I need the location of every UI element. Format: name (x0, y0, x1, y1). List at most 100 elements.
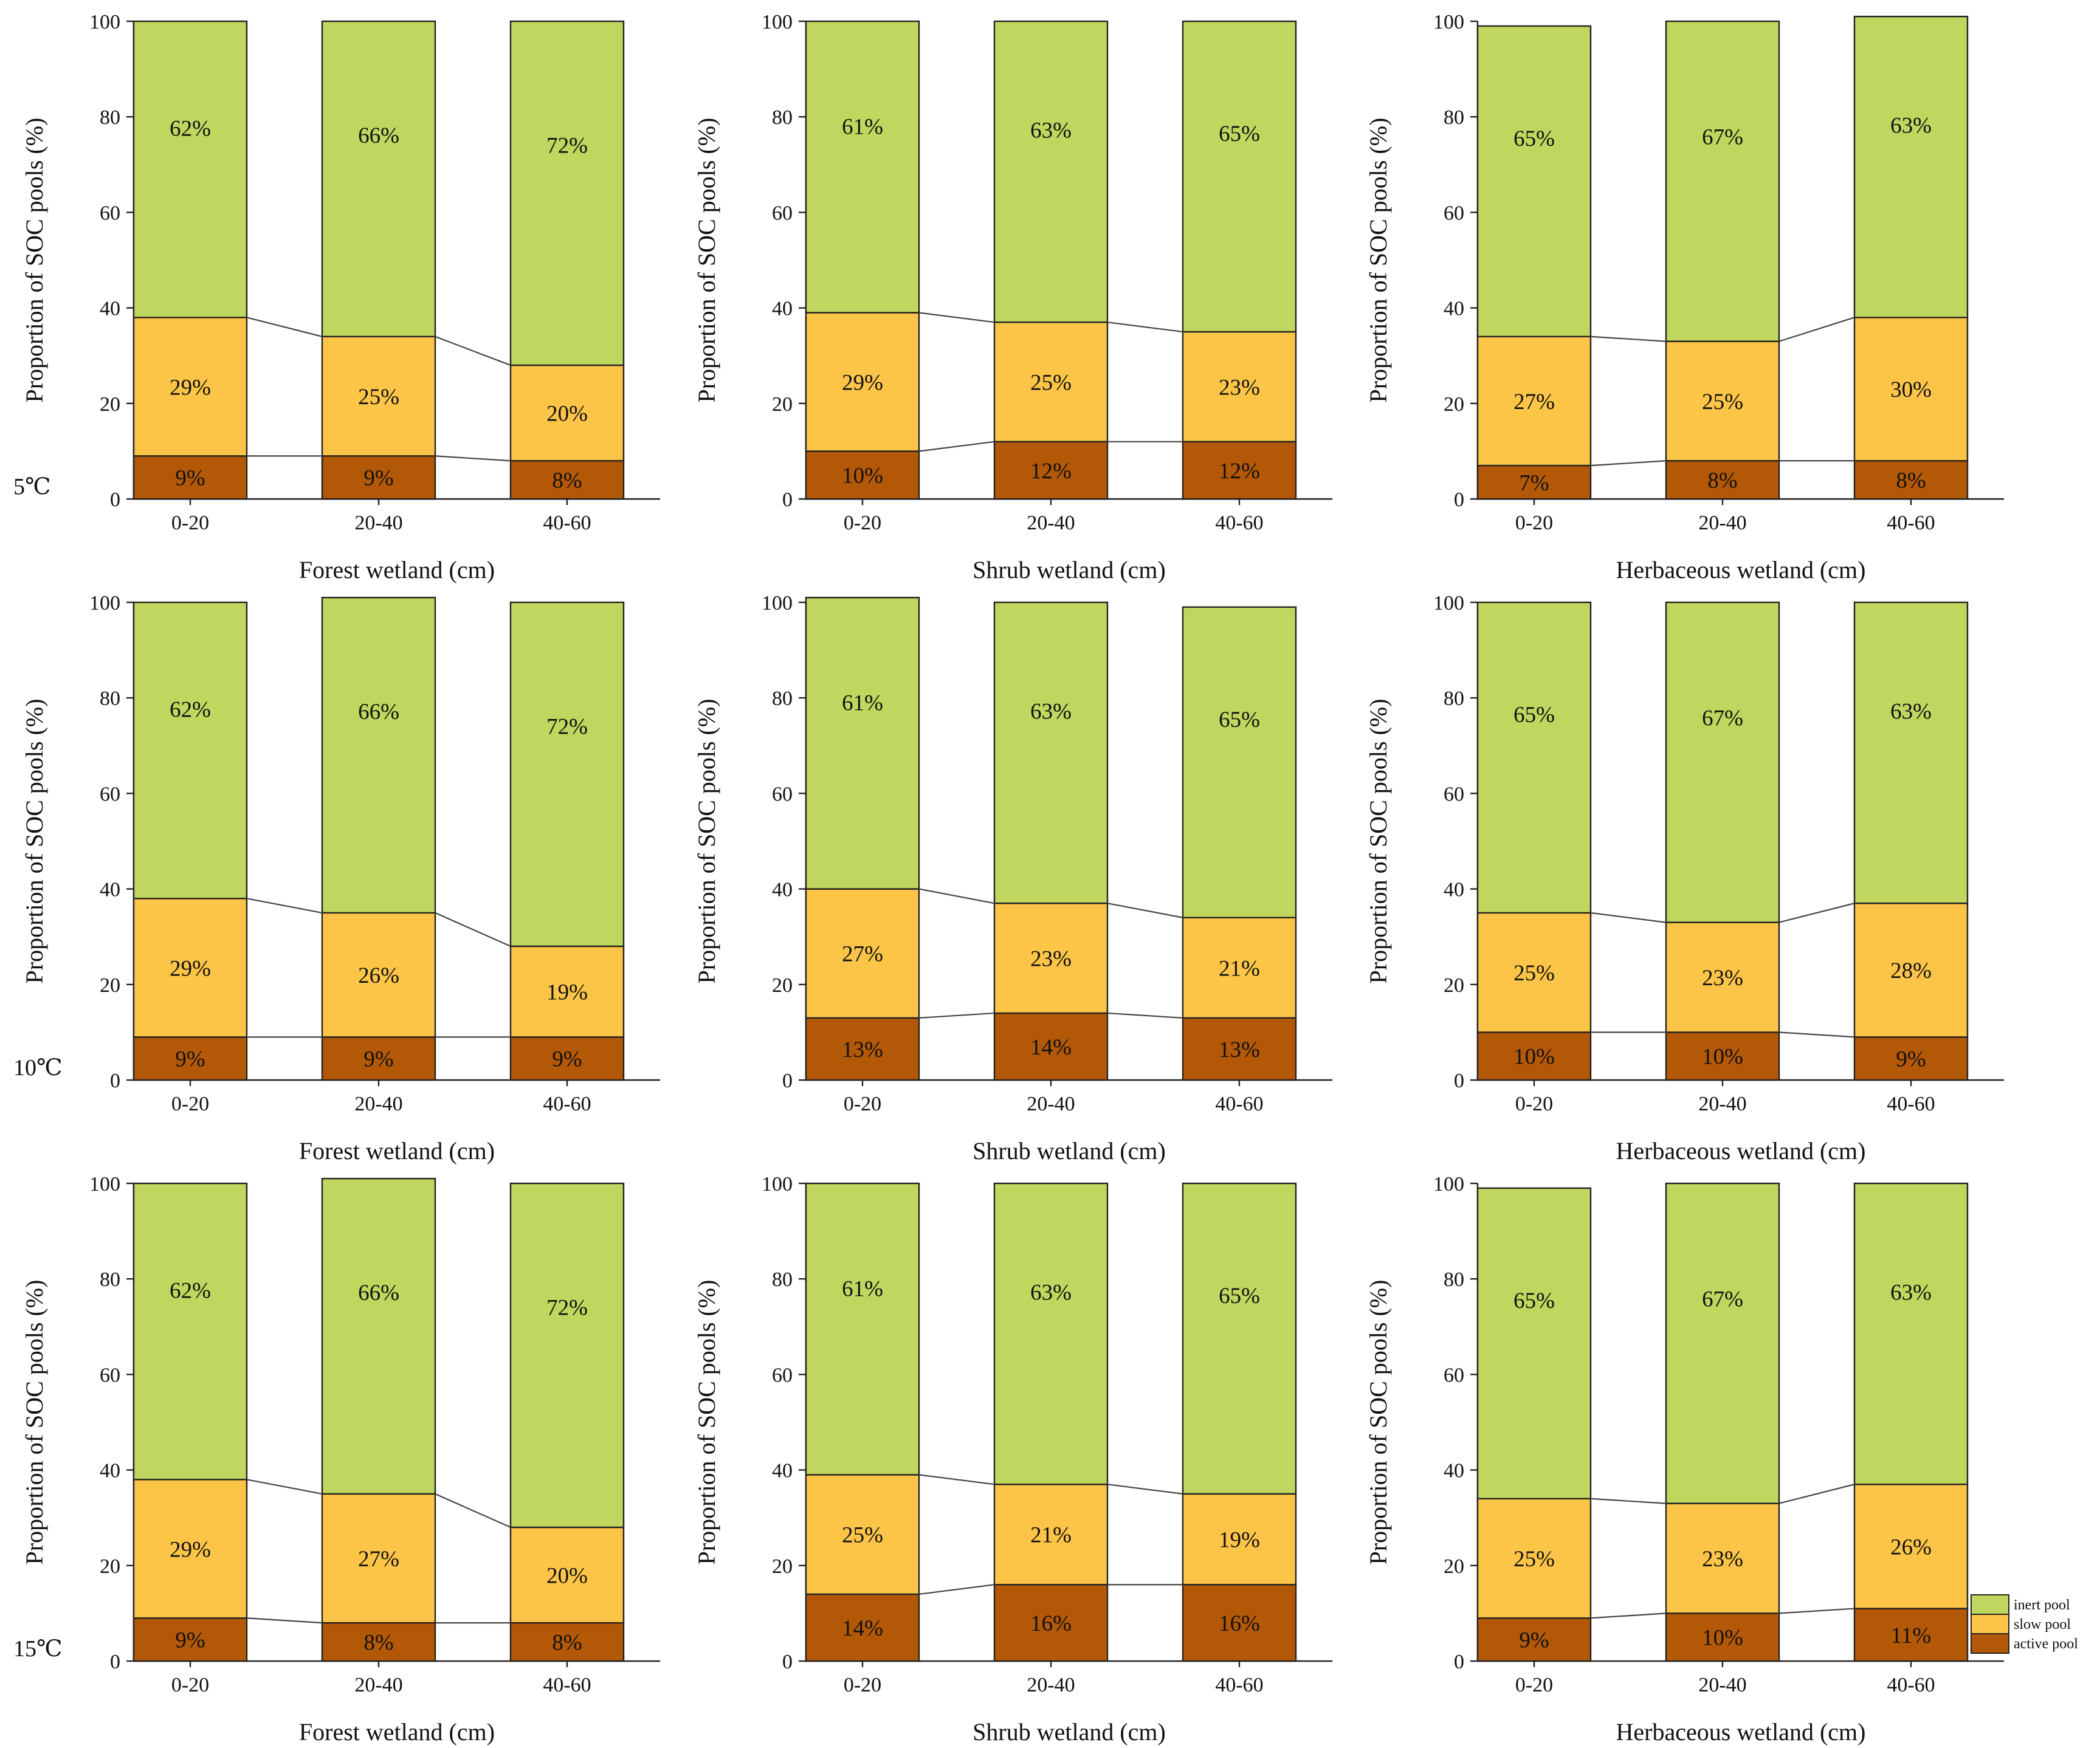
data-label-slow: 25% (358, 385, 399, 410)
y-tick-label: 80 (1444, 687, 1464, 710)
data-label-slow: 25% (1513, 961, 1555, 986)
y-tick-label: 0 (1454, 1651, 1464, 1673)
data-label-slow: 25% (1513, 1547, 1555, 1572)
bar-inert-pool (1665, 601, 1780, 923)
bar-slow-pool (993, 321, 1109, 442)
connector-line-slow (1590, 1498, 1667, 1504)
bar-slow-pool (805, 312, 920, 452)
y-tick-label: 80 (1444, 1268, 1464, 1291)
legend-swatch-slow (1971, 1614, 2009, 1634)
x-axis-label: Forest wetland (cm) (299, 1137, 495, 1165)
x-tick-label: 20-40 (354, 1093, 402, 1115)
data-label-inert: 67% (1702, 706, 1743, 731)
x-tick-label: 20-40 (354, 1674, 402, 1696)
y-tick-label: 0 (110, 1651, 120, 1673)
legend-swatch-active (1971, 1633, 2009, 1654)
y-tick-label: 40 (1444, 879, 1464, 901)
data-label-slow: 25% (1030, 370, 1072, 395)
bar-slow-pool (1853, 317, 1969, 462)
connector-line-active (246, 1617, 323, 1624)
x-axis-label: Forest wetland (cm) (299, 1718, 495, 1746)
data-label-active: 10% (1702, 1626, 1743, 1651)
data-label-active: 9% (175, 466, 205, 491)
data-label-inert: 65% (1513, 703, 1555, 728)
y-tick-label: 40 (100, 1460, 120, 1482)
data-label-active: 9% (363, 1047, 393, 1072)
connector-line-slow (1107, 322, 1183, 332)
x-axis-label: Forest wetland (cm) (299, 556, 495, 583)
y-tick-label: 40 (100, 298, 120, 320)
data-label-slow: 27% (1513, 390, 1555, 415)
data-label-inert: 72% (546, 1296, 588, 1321)
connector-line-slow (1590, 335, 1667, 342)
data-label-slow: 26% (1890, 1535, 1932, 1560)
data-label-active: 10% (1702, 1045, 1743, 1070)
data-label-inert: 65% (1219, 1284, 1260, 1309)
data-label-inert: 61% (842, 1277, 883, 1302)
connector-line-slow (1778, 317, 1855, 342)
data-label-inert: 67% (1702, 125, 1743, 150)
data-label-inert: 63% (1030, 699, 1072, 724)
y-tick-label: 0 (110, 489, 120, 511)
data-label-active: 8% (1896, 469, 1926, 494)
data-label-active: 12% (1030, 459, 1072, 484)
data-label-slow: 25% (1702, 390, 1743, 415)
y-tick-label: 0 (1454, 489, 1464, 511)
data-label-inert: 62% (170, 1278, 211, 1303)
bar-slow-pool (133, 317, 248, 457)
connector-line-active (1107, 1012, 1183, 1019)
y-tick-label: 80 (772, 1268, 793, 1291)
x-tick-label: 40-60 (1887, 1674, 1935, 1696)
x-tick-label: 40-60 (543, 1093, 591, 1115)
data-label-slow: 26% (358, 963, 399, 988)
x-tick-label: 0-20 (844, 512, 881, 534)
y-tick-label: 20 (100, 393, 120, 416)
bar-inert-pool (509, 601, 625, 948)
bar-inert-pool (993, 20, 1109, 323)
y-tick-label: 100 (89, 592, 120, 614)
y-tick-label: 60 (1444, 202, 1464, 224)
x-tick-label: 0-20 (1515, 512, 1553, 534)
data-label-slow: 28% (1890, 958, 1932, 983)
connector-line-slow (918, 1474, 995, 1485)
data-label-inert: 65% (1513, 1289, 1555, 1313)
data-label-inert: 63% (1030, 118, 1072, 143)
connector-line-slow (435, 1493, 511, 1528)
y-tick-label: 80 (100, 106, 120, 129)
y-tick-label: 80 (772, 687, 793, 710)
bar-slow-pool (133, 1479, 248, 1619)
data-label-active: 9% (1896, 1047, 1926, 1072)
data-label-inert: 65% (1513, 126, 1555, 151)
data-label-active: 16% (1030, 1611, 1072, 1636)
bar-slow-pool (1476, 912, 1592, 1033)
y-tick-label: 60 (1444, 1364, 1464, 1386)
panel-r2-c3: 0 20 40 60 80 100 Proportion of SOC pools (%) 1… (1365, 592, 2004, 1165)
connector-line-slow (1107, 1484, 1183, 1495)
data-label-slow: 30% (1890, 377, 1932, 402)
data-label-inert: 66% (358, 1281, 399, 1306)
connector-line-slow (435, 912, 511, 947)
bar-slow-pool (1853, 1483, 1969, 1609)
bar-inert-pool (133, 20, 248, 318)
data-label-slow: 27% (358, 1547, 399, 1572)
x-tick-label: 20-40 (354, 512, 402, 534)
temperature-label-1: 5℃ (13, 474, 51, 500)
bar-active-pool (1476, 1031, 1592, 1081)
x-tick-label: 20-40 (1698, 1674, 1746, 1696)
data-label-active: 10% (842, 464, 883, 489)
data-label-active: 11% (1891, 1623, 1931, 1648)
connector-line-slow (1778, 903, 1855, 923)
bar-inert-pool (321, 20, 436, 337)
x-tick-label: 0-20 (171, 1093, 209, 1115)
panel-r3-c2: 0 20 40 60 80 100 Proportion of SOC pools (%) 1… (693, 1173, 1332, 1746)
bar-inert-pool (1853, 601, 1969, 904)
connector-line-slow (246, 1479, 323, 1495)
y-axis-label: Proportion of SOC pools (%) (21, 1280, 48, 1565)
bar-active-pool (509, 1622, 625, 1662)
x-tick-label: 20-40 (1027, 512, 1075, 534)
data-label-active: 9% (175, 1047, 205, 1072)
y-tick-label: 100 (1433, 592, 1464, 614)
legend-swatch-inert (1971, 1594, 2009, 1615)
data-label-slow: 29% (170, 375, 211, 400)
panel-r2-c1: 0 20 40 60 80 100 Proportion of SOC pools (%) 9… (21, 592, 660, 1165)
